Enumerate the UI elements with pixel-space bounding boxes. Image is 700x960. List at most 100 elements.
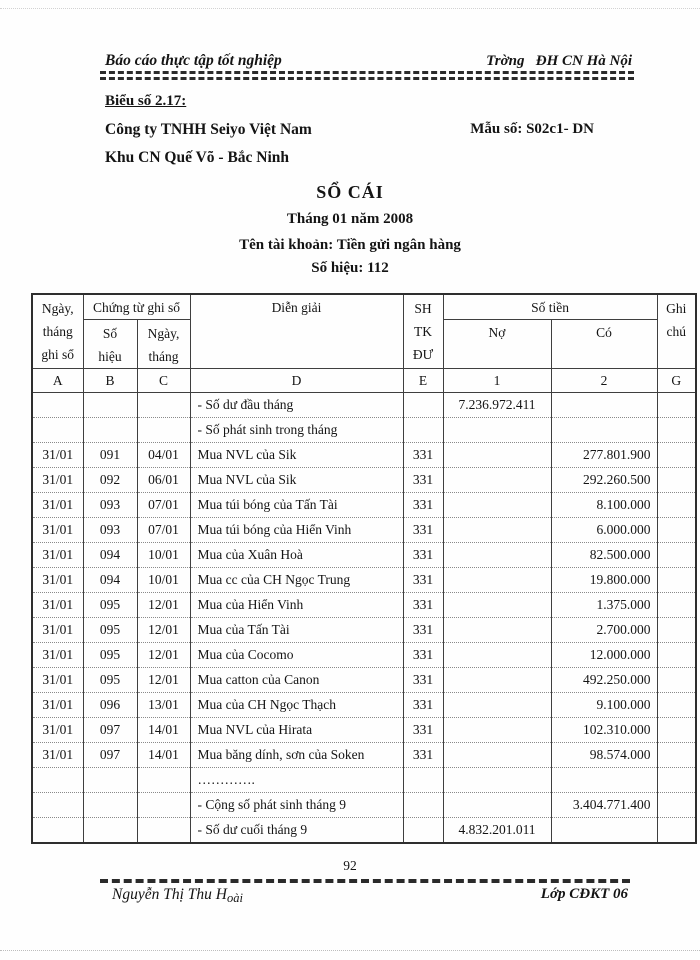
cell-num: 095 bbox=[82, 592, 138, 618]
cell-vdate: 04/01 bbox=[136, 442, 191, 468]
cell-credit: 2.700.000 bbox=[550, 617, 658, 643]
cell-acc: 331 bbox=[402, 592, 444, 618]
cell-debit bbox=[442, 642, 552, 668]
cell-credit: 9.100.000 bbox=[550, 692, 658, 718]
cell-acc: 331 bbox=[402, 492, 444, 518]
cell-note bbox=[656, 617, 697, 643]
cell-note bbox=[656, 642, 697, 668]
col-header-voucher-date: Ngày, tháng bbox=[136, 319, 191, 369]
col-header-voucher-group: Chứng từ ghi sổ bbox=[82, 293, 191, 320]
cell-acc bbox=[402, 767, 444, 793]
cell-note bbox=[656, 542, 697, 568]
cell-date bbox=[31, 767, 84, 793]
cell-desc: Mua NVL của Hirata bbox=[189, 717, 404, 743]
cell-debit bbox=[442, 767, 552, 793]
cell-acc: 331 bbox=[402, 692, 444, 718]
cell-num bbox=[82, 767, 138, 793]
cell-acc: 331 bbox=[402, 642, 444, 668]
cell-date: 31/01 bbox=[31, 717, 84, 743]
cell-note bbox=[656, 492, 697, 518]
cell-vdate: 14/01 bbox=[136, 717, 191, 743]
cell-date: 31/01 bbox=[31, 442, 84, 468]
page-edge-top-line bbox=[0, 8, 700, 9]
col-header-credit: Có bbox=[550, 319, 658, 369]
cell-vdate: 10/01 bbox=[136, 567, 191, 593]
cell-note bbox=[656, 717, 697, 743]
col-header-voucher-number: Số hiệu bbox=[82, 319, 138, 369]
cell-date: 31/01 bbox=[31, 517, 84, 543]
cell-acc: 331 bbox=[402, 467, 444, 493]
table-row: 31/01 095 12/01 Mua của Tấn Tài 331 2.700.000 bbox=[31, 617, 697, 643]
cell-desc: - Số phát sinh trong tháng bbox=[189, 417, 404, 443]
cell-desc: Mua NVL của Sik bbox=[189, 442, 404, 468]
cell-desc: - Cộng số phát sinh tháng 9 bbox=[189, 792, 404, 818]
cell-vdate bbox=[136, 767, 191, 793]
footer-divider bbox=[100, 878, 630, 883]
cell-debit: 4.832.201.011 bbox=[442, 817, 552, 843]
period-label: Tháng 01 năm 2008 bbox=[286, 211, 414, 227]
index-d: D bbox=[189, 368, 404, 393]
cell-vdate: 12/01 bbox=[136, 667, 191, 693]
cell-credit bbox=[550, 767, 658, 793]
cell-note bbox=[656, 442, 697, 468]
cell-vdate bbox=[136, 392, 191, 418]
cell-date: 31/01 bbox=[31, 542, 84, 568]
cell-debit bbox=[442, 567, 552, 593]
cell-vdate: 07/01 bbox=[136, 492, 191, 518]
cell-debit bbox=[442, 442, 552, 468]
cell-desc: Mua của CH Ngọc Thạch bbox=[189, 692, 404, 718]
cell-desc: Mua túi bóng của Hiển Vinh bbox=[189, 517, 404, 543]
page-edge-bottom-line bbox=[0, 950, 700, 951]
index-1: 1 bbox=[442, 368, 552, 393]
cell-debit bbox=[442, 692, 552, 718]
form-number: Mẫu số: S02c1- DN bbox=[470, 121, 594, 137]
cell-vdate: 13/01 bbox=[136, 692, 191, 718]
cell-credit bbox=[550, 417, 658, 443]
cell-credit: 98.574.000 bbox=[550, 742, 658, 768]
cell-num bbox=[82, 792, 138, 818]
page-title: SỔ CÁI bbox=[316, 182, 384, 202]
cell-date bbox=[31, 392, 84, 418]
cell-num: 097 bbox=[82, 742, 138, 768]
cell-credit: 12.000.000 bbox=[550, 642, 658, 668]
cell-note bbox=[656, 467, 697, 493]
cell-note bbox=[656, 692, 697, 718]
table-row: 31/01 097 14/01 Mua NVL của Hirata 331 102.31… bbox=[31, 717, 697, 743]
table-row: 31/01 095 12/01 Mua catton của Canon 331 492.… bbox=[31, 667, 697, 693]
table-row: 31/01 096 13/01 Mua của CH Ngọc Thạch 331 9.1… bbox=[31, 692, 697, 718]
cell-num: 092 bbox=[82, 467, 138, 493]
cell-credit: 19.800.000 bbox=[550, 567, 658, 593]
account-number: Số hiệu: 112 bbox=[311, 260, 389, 276]
table-header-row-1: Ngày, tháng ghi sổ Chứng từ ghi sổ Diễn … bbox=[31, 293, 697, 369]
cell-debit bbox=[442, 592, 552, 618]
cell-debit bbox=[442, 717, 552, 743]
cell-date bbox=[31, 817, 84, 843]
cell-date: 31/01 bbox=[31, 592, 84, 618]
cell-acc bbox=[402, 417, 444, 443]
cell-note bbox=[656, 567, 697, 593]
cell-credit bbox=[550, 392, 658, 418]
cell-credit: 3.404.771.400 bbox=[550, 792, 658, 818]
index-a: A bbox=[31, 368, 84, 393]
cell-num: 096 bbox=[82, 692, 138, 718]
cell-acc bbox=[402, 392, 444, 418]
cell-date: 31/01 bbox=[31, 492, 84, 518]
cell-acc bbox=[402, 792, 444, 818]
cell-num: 094 bbox=[82, 542, 138, 568]
footer-row: Nguyễn Thị Thu Hoài Lớp CĐKT 06 bbox=[0, 883, 700, 906]
cell-desc: - Số dư cuối tháng 9 bbox=[189, 817, 404, 843]
cell-date: 31/01 bbox=[31, 642, 84, 668]
table-row: 31/01 094 10/01 Mua của Xuân Hoà 331 82.500.0… bbox=[31, 542, 697, 568]
table-row: 31/01 097 14/01 Mua băng dính, sơn của Soke… bbox=[31, 742, 697, 768]
cell-num: 094 bbox=[82, 567, 138, 593]
cell-num: 093 bbox=[82, 517, 138, 543]
cell-credit: 8.100.000 bbox=[550, 492, 658, 518]
col-header-description: Diễn giải bbox=[189, 293, 404, 369]
cell-vdate bbox=[136, 792, 191, 818]
cell-debit bbox=[442, 417, 552, 443]
running-header: Báo cáo thực tập tốt nghiệp Trờng ĐH CN … bbox=[0, 0, 700, 70]
cell-num: 097 bbox=[82, 717, 138, 743]
cell-num bbox=[82, 417, 138, 443]
table-header-row-2: Số hiệu Ngày, tháng Nợ Có bbox=[32, 319, 696, 369]
